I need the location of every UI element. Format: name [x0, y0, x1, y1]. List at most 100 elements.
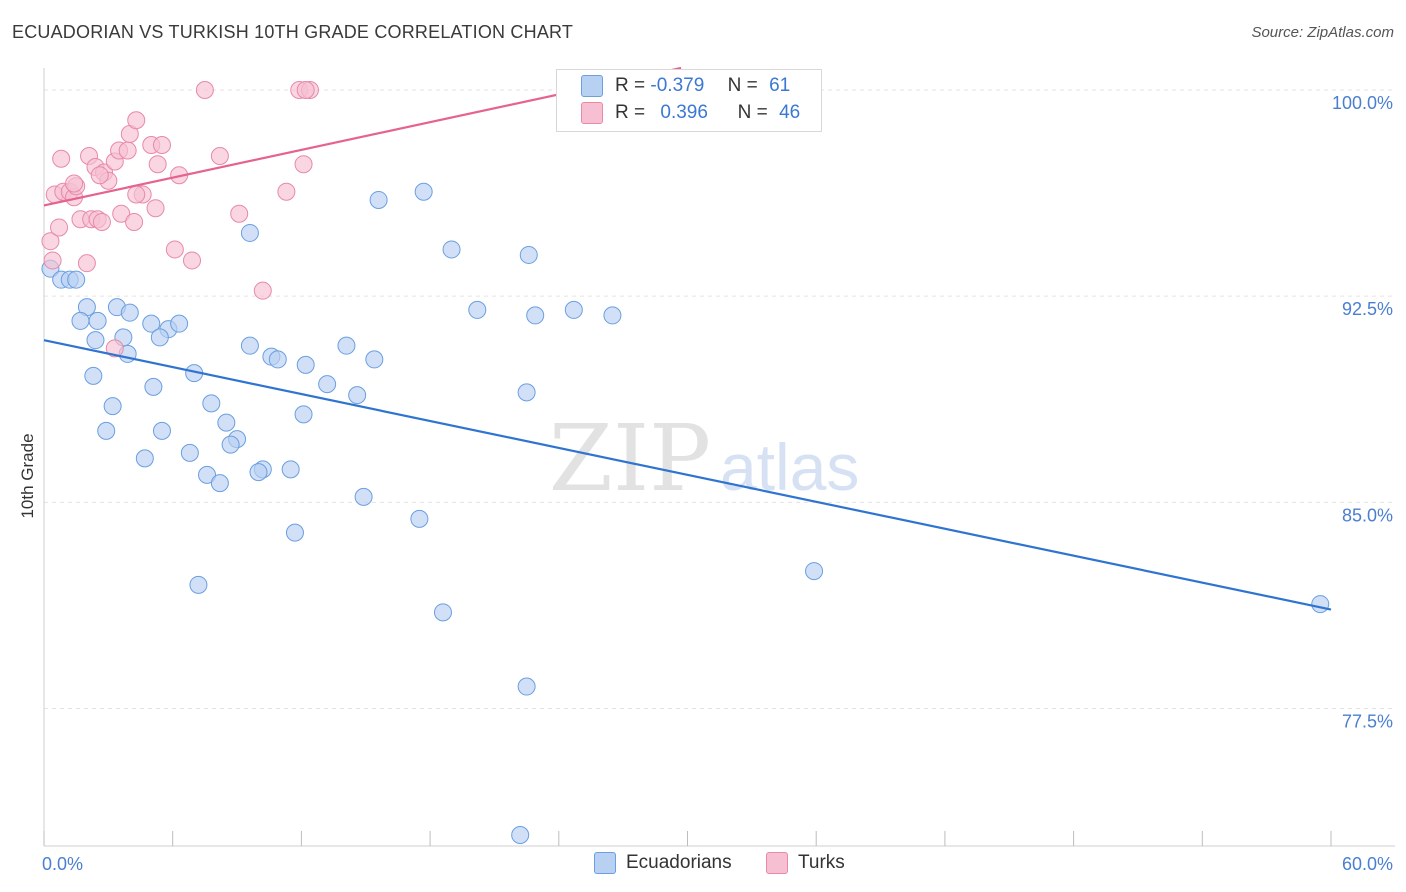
turk-point: [77, 254, 96, 273]
ecuadorian-point: [180, 443, 199, 462]
turk-point: [127, 111, 146, 130]
bottom-legend-label: Ecuadorians: [626, 852, 732, 874]
x-tick-label: 60.0%: [1342, 854, 1393, 874]
data-points: [41, 80, 1330, 845]
ecuadorian-point: [511, 826, 530, 845]
ecuadorian-point: [249, 463, 268, 482]
legend-n-label: N =: [737, 102, 768, 124]
ecuadorian-point: [198, 465, 217, 484]
turk-point: [277, 182, 296, 201]
ecuadorian-point: [240, 223, 259, 242]
legend-swatch-pink: [581, 102, 603, 124]
y-tick-label: 85.0%: [1342, 505, 1393, 525]
ecuadorian-point: [414, 182, 433, 201]
watermark-atlas: atlas: [720, 430, 859, 504]
ecuadorian-point: [526, 306, 545, 325]
ecuadorian-point: [71, 311, 90, 330]
turk-point: [92, 212, 111, 231]
ecuadorian-point: [805, 562, 824, 581]
ecuadorian-point: [337, 336, 356, 355]
grid-lines: [44, 89, 1395, 710]
ecuadorian-point: [369, 190, 388, 209]
bottom-legend-swatch-blue: [594, 852, 616, 874]
legend-n-value: 61: [769, 75, 791, 97]
turk-point: [43, 251, 62, 270]
ecuadorian-point: [354, 487, 373, 506]
x-tick-label: 0.0%: [42, 854, 83, 874]
turk-point: [230, 204, 249, 223]
ecuadorian-point: [97, 421, 116, 440]
turk-point: [127, 185, 146, 204]
ecuadorian-point: [365, 350, 384, 369]
turk-point: [148, 155, 167, 174]
ecuadorian-point: [603, 306, 622, 325]
legend-r-label: R =: [615, 102, 646, 124]
watermark: ZIP atlas: [549, 405, 860, 512]
ecuadorian-point: [142, 314, 161, 333]
ecuadorian-point: [519, 245, 538, 264]
bottom-legend-label: Turks: [798, 852, 845, 874]
ecuadorian-point: [120, 303, 139, 322]
legend-row-ecuadorians: R = -0.379 N = 61: [581, 75, 790, 99]
ecuadorian-point: [281, 460, 300, 479]
bottom-legend-turks[interactable]: Turks: [766, 852, 845, 876]
turk-point: [152, 135, 171, 154]
ecuadorian-point: [221, 435, 240, 454]
ecuadorian-point: [103, 397, 122, 416]
y-tick-label: 100.0%: [1332, 93, 1393, 113]
ecuadorian-point: [152, 421, 171, 440]
ecuadorian-point: [296, 355, 315, 374]
ecuadorian-point: [468, 300, 487, 319]
ecuadorian-point: [210, 474, 229, 493]
turk-point: [125, 212, 144, 231]
ecuadorian-point: [410, 509, 429, 528]
ecuadorian-point: [84, 366, 103, 385]
source-credit: Source: ZipAtlas.com: [1251, 24, 1394, 41]
ecuadorian-point: [202, 394, 221, 413]
ecuadorian-point: [285, 523, 304, 542]
ecuadorian-point: [189, 575, 208, 594]
ecuadorian-point: [564, 300, 583, 319]
correlation-legend: R = -0.379 N = 61 R = 0.396 N = 46: [556, 69, 822, 132]
ecuadorian-point: [318, 375, 337, 394]
tick-labels: 77.5% 85.0% 92.5% 100.0% 0.0% 60.0%: [42, 93, 1393, 874]
ecuadorian-point: [67, 270, 86, 289]
legend-r-value: -0.379: [650, 75, 705, 97]
turk-point: [105, 339, 124, 358]
legend-row-turks: R = 0.396 N = 46: [581, 102, 800, 126]
ecuadorian-point: [294, 405, 313, 424]
ecuadorian-point: [517, 383, 536, 402]
bottom-legend-swatch-pink: [766, 852, 788, 874]
ecuadorian-point: [144, 377, 163, 396]
ecuadorian-point: [135, 449, 154, 468]
y-tick-label: 92.5%: [1342, 299, 1393, 319]
axes: [43, 68, 1395, 847]
turk-point: [195, 80, 214, 99]
turk-point: [90, 166, 109, 185]
turk-point: [50, 218, 69, 237]
ecuadorian-point: [150, 328, 169, 347]
turk-point: [165, 240, 184, 259]
legend-swatch-blue: [581, 75, 603, 97]
ecuadorian-point: [88, 311, 107, 330]
ecuadorian-point: [268, 350, 287, 369]
y-axis-label: 10th Grade: [18, 433, 37, 519]
turk-point: [253, 281, 272, 300]
legend-r-value: 0.396: [660, 102, 708, 124]
legend-r-label: R =: [615, 75, 646, 97]
ecuadorian-point: [348, 386, 367, 405]
bottom-legend-ecuadorians[interactable]: Ecuadorians: [594, 852, 732, 876]
turk-point: [183, 251, 202, 270]
legend-n-value: 46: [779, 102, 801, 124]
ecuadorian-point: [217, 413, 236, 432]
turk-point: [112, 204, 131, 223]
ecuadorian-point: [86, 331, 105, 350]
turk-point: [52, 149, 71, 168]
y-tick-label: 77.5%: [1342, 712, 1393, 732]
turk-point: [65, 174, 84, 193]
turk-point: [296, 80, 315, 99]
y-axis-label-wrap: 10th Grade: [16, 420, 40, 540]
turk-point: [118, 141, 137, 160]
ecuadorian-point: [442, 240, 461, 259]
